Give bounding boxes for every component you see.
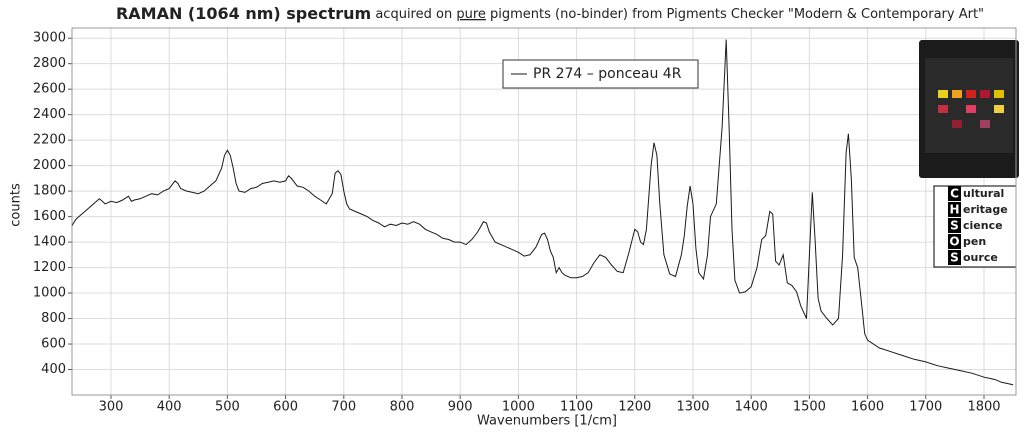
chart-title: RAMAN (1064 nm) spectrum acquired on pur… xyxy=(116,4,984,23)
x-tick-label: 900 xyxy=(448,400,473,415)
title-part: acquired on xyxy=(371,7,456,22)
logo-initial-box xyxy=(948,234,961,249)
x-tick-label: 1400 xyxy=(735,400,768,415)
y-tick-label: 1600 xyxy=(33,209,66,224)
y-tick-label: 2000 xyxy=(33,158,66,173)
y-tick-label: 2200 xyxy=(33,133,66,148)
x-tick-label: 1600 xyxy=(851,400,884,415)
logo-word: ultural xyxy=(963,187,1004,200)
swatch xyxy=(966,105,976,113)
logo-initial-box xyxy=(948,202,961,217)
spectrum-line xyxy=(71,39,1014,386)
swatch xyxy=(938,105,948,113)
logo-initial: S xyxy=(950,219,959,233)
y-tick-label: 1200 xyxy=(33,260,66,275)
y-tick-label: 2400 xyxy=(33,107,66,122)
logos xyxy=(919,40,1019,268)
x-tick-label: 400 xyxy=(157,400,182,415)
y-tick-label: 600 xyxy=(41,337,66,352)
x-tick-label: 1800 xyxy=(967,400,1000,415)
logo-initial: C xyxy=(950,187,959,201)
y-tick-label: 800 xyxy=(41,311,66,326)
logo-word: ource xyxy=(963,251,998,264)
x-axis-label: Wavenumbers [1/cm] xyxy=(477,414,617,429)
logo-initial-box xyxy=(948,186,961,201)
swatch xyxy=(966,90,976,98)
title-part: pure xyxy=(456,7,486,22)
logo-word: eritage xyxy=(963,203,1008,216)
legend-box xyxy=(502,59,699,89)
logo-word: cience xyxy=(963,219,1003,232)
x-tick-label: 600 xyxy=(273,400,298,415)
swatch xyxy=(980,120,990,128)
y-tick-label: 2800 xyxy=(33,56,66,71)
swatch xyxy=(994,105,1004,113)
y-tick-label: 1800 xyxy=(33,184,66,199)
x-tick-label: 1500 xyxy=(793,400,826,415)
x-tick-label: 800 xyxy=(390,400,415,415)
swatch xyxy=(952,120,962,128)
legend-label: PR 274 – ponceau 4R xyxy=(533,66,682,82)
y-axis-label: counts xyxy=(9,183,24,227)
title-main: RAMAN (1064 nm) spectrum xyxy=(116,4,371,23)
x-tick-label: 1000 xyxy=(502,400,535,415)
x-tick-label: 1200 xyxy=(618,400,651,415)
x-tick-label: 1100 xyxy=(560,400,593,415)
logo-initial: O xyxy=(949,235,959,249)
x-tick-label: 300 xyxy=(99,400,124,415)
logo-initial-box xyxy=(948,250,961,265)
y-tick-label: 400 xyxy=(41,362,66,377)
swatch xyxy=(980,90,990,98)
x-tick-label: 1300 xyxy=(676,400,709,415)
swatch xyxy=(994,90,1004,98)
y-tick-label: 1400 xyxy=(33,235,66,250)
x-tick-label: 500 xyxy=(215,400,240,415)
chsos-logo xyxy=(933,185,1017,268)
y-tick-label: 1000 xyxy=(33,286,66,301)
title-part: pigments (no-binder) from Pigments Check… xyxy=(486,7,984,22)
logo-word: pen xyxy=(963,235,986,248)
x-tick-label: 700 xyxy=(331,400,356,415)
logo-initial: H xyxy=(949,203,959,217)
plot-frame xyxy=(71,27,1017,396)
logo-initial: S xyxy=(950,251,959,265)
swatch xyxy=(938,90,948,98)
x-tick-label: 1700 xyxy=(909,400,942,415)
swatch xyxy=(952,90,962,98)
logo-initial-box xyxy=(948,218,961,233)
y-tick-label: 2600 xyxy=(33,82,66,97)
y-tick-label: 3000 xyxy=(33,31,66,46)
